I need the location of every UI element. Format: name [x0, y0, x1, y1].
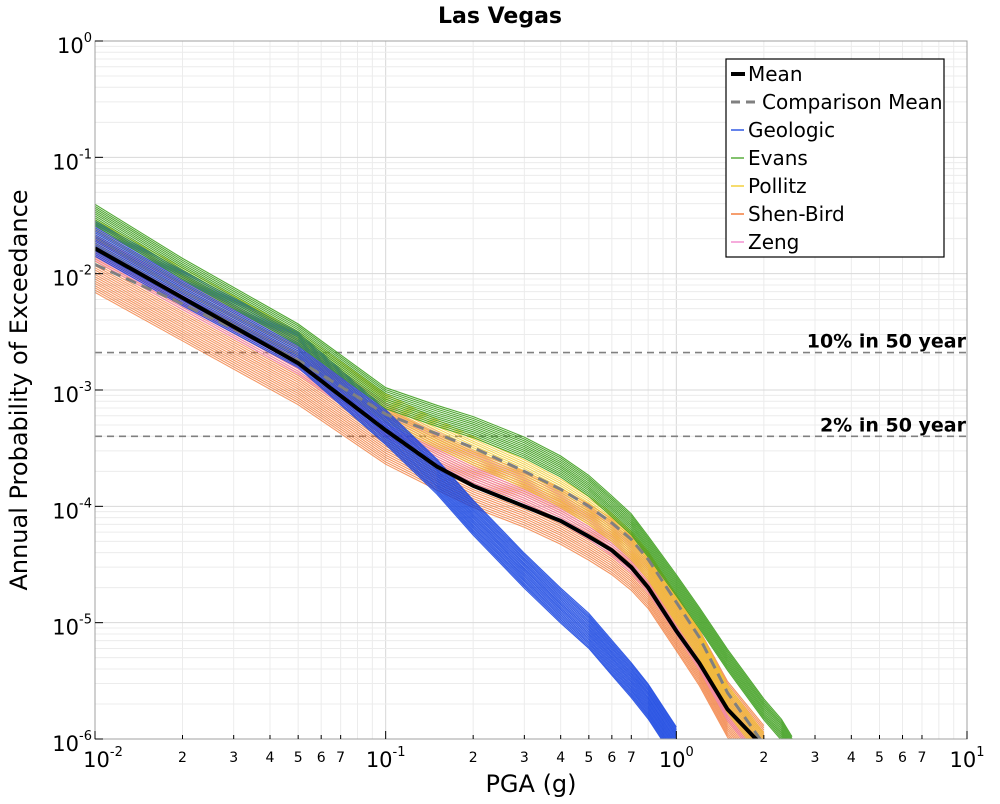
series-line-evans	[95, 215, 788, 739]
x-minor-tick-label: 5	[294, 750, 303, 766]
legend-label: Comparison Mean	[762, 90, 943, 114]
series-line-geologic	[95, 244, 670, 739]
series-line-geologic	[95, 234, 677, 739]
y-tick-label: 10-5	[52, 613, 92, 640]
reference-labels: 10% in 50 year 2% in 50 year	[807, 331, 967, 437]
series-line-evans	[95, 224, 782, 739]
series-line-geologic	[95, 240, 672, 739]
series-line-evans	[95, 221, 784, 739]
x-minor-tick-label: 7	[336, 750, 345, 766]
x-minor-tick-label: 7	[627, 750, 636, 766]
x-minor-tick-label: 4	[847, 750, 856, 766]
x-minor-tick-label: 3	[520, 750, 529, 766]
x-minor-tick-label: 3	[229, 750, 238, 766]
x-minor-tick-label: 6	[898, 750, 907, 766]
series-line-evans	[95, 205, 793, 739]
series-line-geologic	[95, 222, 677, 729]
series-line-geologic	[95, 245, 669, 739]
x-minor-tick-label: 4	[266, 750, 275, 766]
x-minor-tick-label: 4	[556, 750, 565, 766]
chart-title: Las Vegas	[438, 4, 562, 29]
series-line-geologic	[95, 255, 662, 739]
x-minor-tick-label: 2	[178, 750, 187, 766]
x-minor-tick-label: 5	[584, 750, 593, 766]
y-tick-label: 10-6	[52, 729, 92, 756]
x-tick-label: 10-2	[83, 745, 123, 772]
x-minor-tick-label: 6	[607, 750, 616, 766]
reference-line-label: 2% in 50 year	[820, 414, 967, 436]
series-line-shen-bird	[95, 285, 736, 739]
y-axis-ticks: 100 10-1 10-2 10-3 10-4 10-5 10-6	[52, 31, 103, 756]
series-line-geologic	[95, 220, 677, 728]
legend-label: Mean	[748, 62, 803, 86]
series-line-geologic	[95, 239, 673, 739]
x-axis-label: PGA (g)	[485, 770, 576, 798]
series-line-geologic	[95, 242, 671, 739]
y-tick-label: 10-4	[52, 496, 92, 523]
x-tick-label: 101	[949, 745, 984, 772]
y-tick-label: 10-3	[52, 380, 92, 407]
x-minor-tick-label: 2	[759, 750, 768, 766]
legend-label: Zeng	[748, 230, 799, 254]
x-tick-label: 100	[659, 745, 694, 772]
series-line-shen-bird	[95, 280, 739, 739]
legend-label: Evans	[748, 146, 808, 170]
series-line-mean	[95, 246, 759, 739]
series-line-evans	[95, 219, 785, 739]
x-minor-tick-label: 3	[811, 750, 820, 766]
legend-label: Pollitz	[748, 174, 807, 198]
series-line-geologic	[95, 232, 677, 739]
legend: Mean Comparison Mean Geologic Evans Pollitz S…	[725, 58, 945, 258]
y-tick-label: 100	[57, 31, 92, 58]
series-line-evans	[95, 217, 786, 739]
series-line-comparison-mean	[95, 263, 762, 739]
x-minor-tick-label: 7	[918, 750, 927, 766]
series-line-geologic	[95, 253, 664, 739]
y-tick-label: 10-1	[52, 147, 92, 174]
series-line-shen-bird	[95, 291, 730, 739]
series-line-shen-bird	[95, 278, 741, 739]
series-lines	[95, 203, 793, 739]
legend-box	[725, 58, 945, 258]
series-line-geologic	[95, 235, 676, 739]
y-axis-label: Annual Probability of Exceedance	[5, 189, 33, 590]
series-line-evans	[95, 223, 783, 739]
series-line-shen-bird	[95, 287, 734, 739]
series-line-evans	[95, 209, 791, 739]
series-line-geologic	[95, 237, 675, 739]
series-line-evans	[95, 213, 789, 739]
series-line-shen-bird	[95, 282, 737, 739]
x-minor-tick-label: 6	[317, 750, 326, 766]
legend-label: Geologic	[748, 118, 835, 142]
x-minor-tick-label: 2	[469, 750, 478, 766]
y-tick-label: 10-2	[52, 264, 92, 291]
reference-line-label: 10% in 50 year	[807, 331, 967, 353]
x-minor-tick-label: 5	[875, 750, 884, 766]
legend-label: Shen-Bird	[748, 202, 845, 226]
series-line-evans	[95, 203, 793, 737]
series-line-shen-bird	[95, 289, 732, 739]
series-line-evans	[95, 207, 792, 739]
x-tick-label: 10-1	[366, 745, 406, 772]
series-line-evans	[95, 211, 790, 739]
